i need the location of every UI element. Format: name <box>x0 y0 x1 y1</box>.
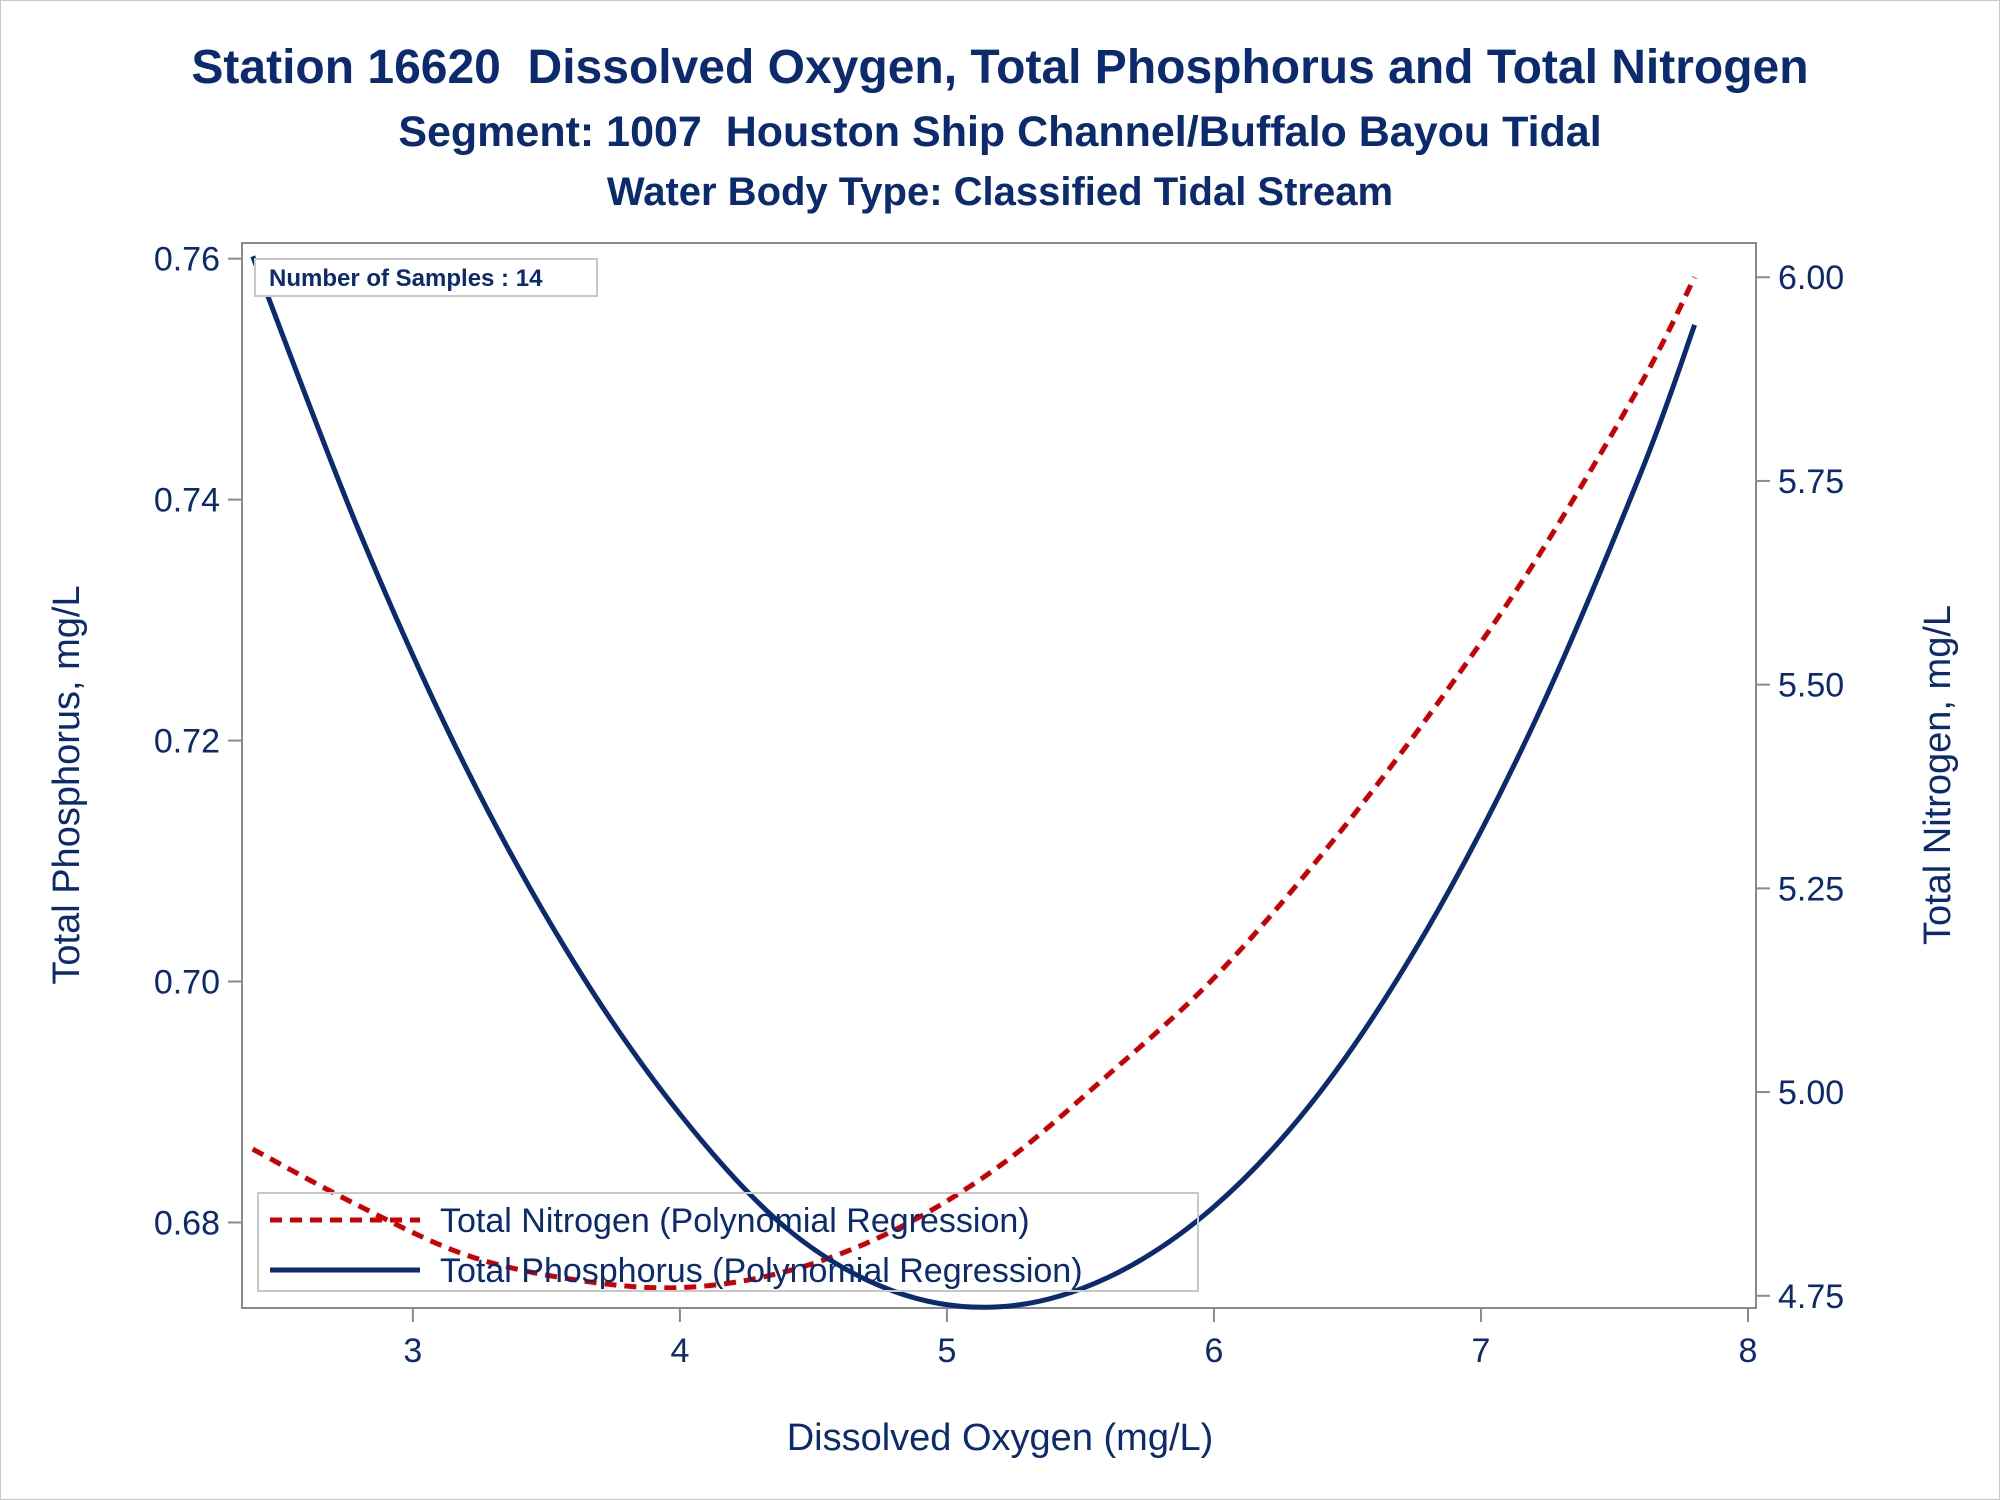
legend-label: Total Phosphorus (Polynomial Regression) <box>440 1252 1083 1290</box>
y-left-tick-label: 0.68 <box>154 1204 220 1242</box>
x-tick-label: 8 <box>1739 1332 1758 1370</box>
y-axis-left-label: Total Phosphorus, mg/L <box>46 585 88 984</box>
x-tick-label: 5 <box>937 1332 956 1370</box>
legend: Total Nitrogen (Polynomial Regression) To… <box>257 1192 1199 1292</box>
x-tick-label: 3 <box>403 1332 422 1370</box>
annotation-group: Number of Samples : 14 <box>254 258 598 297</box>
inset-box <box>254 258 598 297</box>
x-tick-label: 4 <box>670 1332 689 1370</box>
chart-title: Station 16620 Dissolved Oxygen, Total Ph… <box>191 41 1809 94</box>
y-right-tick-label: 5.25 <box>1778 870 1844 908</box>
y-left-tick-label: 0.74 <box>154 482 220 520</box>
curves-group <box>250 255 1697 1310</box>
x-axis-label: Dissolved Oxygen (mg/L) <box>787 1417 1214 1459</box>
axes-group: 3 4 5 6 7 8 0.68 0.70 0.72 0.74 0.76 4.75 5.00 5.25 5.… <box>154 241 1844 1370</box>
y-axis-right-label: Total Nitrogen, mg/L <box>1917 605 1959 945</box>
y-left-tick-label: 0.70 <box>154 964 220 1002</box>
x-tick-label: 6 <box>1204 1332 1223 1370</box>
phosphorus-curve <box>250 255 1697 1310</box>
x-tick-label: 7 <box>1472 1332 1491 1370</box>
legend-box <box>257 1192 1199 1292</box>
inset-label: Number of Samples : 14 <box>269 265 543 292</box>
y-right-tick-label: 5.75 <box>1778 463 1844 501</box>
legend-label: Total Nitrogen (Polynomial Regression) <box>440 1202 1030 1240</box>
y-right-tick-label: 5.00 <box>1778 1074 1844 1112</box>
y-right-tick-label: 5.50 <box>1778 667 1844 705</box>
chart-subtitle-2: Water Body Type: Classified Tidal Stream <box>606 170 1394 214</box>
y-right-tick-label: 4.75 <box>1778 1278 1844 1316</box>
y-right-tick-label: 6.00 <box>1778 259 1844 297</box>
y-left-tick-label: 0.76 <box>154 241 220 279</box>
chart-subtitle: Segment: 1007 Houston Ship Channel/Buffa… <box>398 108 1602 156</box>
y-left-tick-label: 0.72 <box>154 723 220 761</box>
nitrogen-curve <box>251 276 1697 1291</box>
